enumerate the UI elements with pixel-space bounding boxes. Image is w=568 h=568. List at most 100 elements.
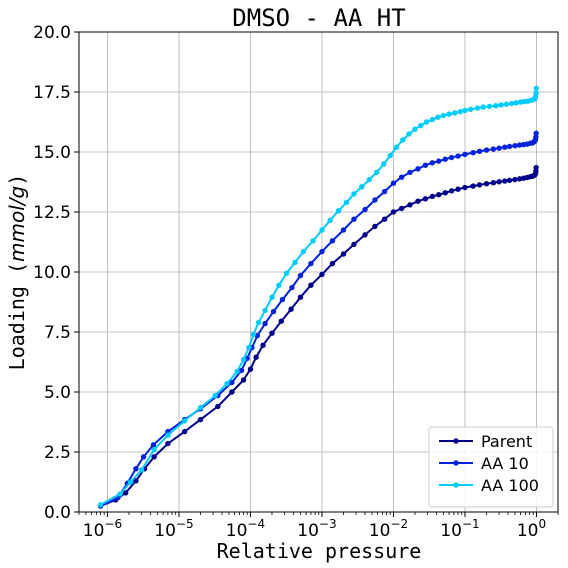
- series-aa-100: [97, 85, 540, 508]
- data-point: [512, 143, 518, 149]
- data-point: [165, 432, 171, 438]
- data-point: [133, 466, 139, 472]
- data-point: [455, 153, 461, 159]
- data-point: [343, 199, 350, 206]
- data-point: [240, 377, 247, 383]
- data-point: [138, 467, 145, 473]
- y-tick-label: 0.0: [44, 503, 71, 523]
- data-point: [250, 331, 257, 338]
- data-point: [467, 106, 474, 112]
- data-point: [246, 344, 252, 351]
- data-point: [319, 271, 325, 278]
- data-point: [483, 147, 490, 153]
- data-point: [289, 284, 295, 291]
- data-point: [516, 142, 523, 148]
- data-point: [366, 176, 373, 183]
- data-point: [329, 238, 336, 244]
- data-point: [462, 107, 468, 114]
- data-point: [490, 146, 497, 152]
- x-tick-label: 100: [517, 517, 546, 541]
- x-tick-label: 10−5: [154, 517, 193, 541]
- data-point: [292, 259, 298, 266]
- data-point: [457, 108, 463, 115]
- data-point: [212, 392, 218, 399]
- data-point: [398, 205, 405, 212]
- data-point: [373, 169, 380, 176]
- data-point: [422, 196, 429, 202]
- data-point: [150, 442, 157, 448]
- data-point: [455, 186, 461, 192]
- y-tick-label: 17.5: [33, 83, 71, 103]
- data-point: [503, 101, 510, 107]
- legend: Parent AA 10 AA 100: [428, 426, 554, 508]
- data-point: [446, 111, 452, 117]
- data-point: [387, 152, 393, 159]
- data-point: [329, 260, 336, 267]
- data-point: [422, 162, 429, 168]
- data-point: [502, 144, 508, 150]
- data-point: [197, 416, 204, 423]
- data-point: [436, 158, 442, 164]
- data-point: [390, 209, 397, 215]
- data-point: [435, 114, 441, 120]
- data-point: [502, 178, 508, 184]
- data-point: [400, 137, 406, 143]
- data-point: [117, 491, 123, 497]
- data-point: [415, 198, 421, 204]
- data-point: [372, 223, 378, 230]
- data-point: [297, 294, 304, 300]
- data-point: [297, 272, 304, 279]
- data-point: [429, 116, 436, 123]
- data-point: [533, 85, 540, 92]
- data-point: [512, 176, 518, 183]
- data-point: [181, 428, 188, 435]
- data-point: [340, 251, 347, 257]
- y-tick-label: 5.0: [44, 383, 71, 403]
- data-point: [319, 248, 325, 255]
- data-point: [415, 166, 421, 172]
- data-point: [429, 160, 436, 166]
- data-point: [279, 296, 286, 303]
- data-point: [269, 330, 275, 336]
- data-point: [393, 144, 400, 150]
- data-point: [127, 479, 134, 485]
- data-point: [269, 294, 275, 300]
- legend-item: AA 10: [439, 454, 529, 473]
- data-point: [319, 227, 325, 233]
- x-tick-label: 10−4: [226, 517, 265, 541]
- data-point: [506, 177, 513, 184]
- data-point: [533, 130, 539, 136]
- data-point: [436, 192, 442, 198]
- data-point: [372, 197, 378, 203]
- data-point: [151, 446, 157, 453]
- legend-marker: [453, 460, 459, 466]
- data-point: [165, 440, 171, 447]
- data-point: [474, 105, 481, 111]
- series-group: [97, 85, 540, 509]
- y-tick-label: 15.0: [33, 143, 71, 163]
- data-point: [197, 404, 204, 411]
- data-point: [407, 202, 413, 208]
- data-point: [407, 169, 413, 176]
- data-point: [253, 354, 259, 360]
- x-tick-label: 10−3: [297, 517, 336, 541]
- data-point: [240, 356, 247, 363]
- data-point: [412, 126, 418, 132]
- data-point: [498, 102, 504, 108]
- data-point: [229, 379, 235, 386]
- data-point: [283, 270, 290, 276]
- legend-item: AA 100: [439, 476, 539, 495]
- y-axis-ticks: 0.0 2.5 5.0 7.5 10.0 12.5 15.0 17.5 20.0: [33, 23, 79, 523]
- y-tick-label: 12.5: [33, 203, 71, 223]
- data-point: [247, 366, 254, 372]
- data-point: [398, 174, 405, 180]
- data-point: [327, 217, 333, 224]
- x-tick-label: 10−2: [369, 517, 408, 541]
- data-point: [276, 282, 282, 288]
- data-point: [470, 150, 476, 156]
- y-axis-label: Loading (mmol/g): [5, 174, 29, 371]
- x-tick-label: 10−1: [440, 517, 479, 541]
- data-point: [381, 188, 388, 195]
- data-point: [533, 90, 539, 96]
- x-axis-label: Relative pressure: [217, 539, 422, 563]
